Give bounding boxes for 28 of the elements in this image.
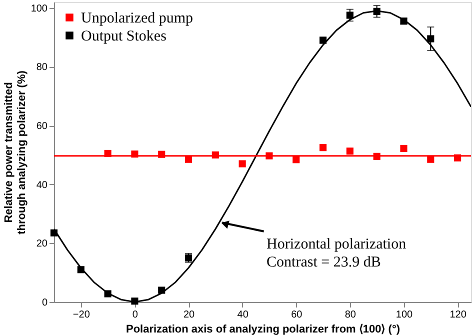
- point: [346, 148, 354, 155]
- annotation: Horizontal polarization Contrast = 23.9 dB: [266, 236, 407, 270]
- y-axis-title: Relative power transmitted through analyzing polarizer (%): [2, 70, 28, 234]
- x-tick-label: −20: [72, 310, 90, 320]
- point: [238, 160, 246, 168]
- point: [427, 156, 434, 163]
- y-tick-label: 40: [36, 180, 48, 191]
- y-tick-label: 20: [36, 238, 48, 250]
- legend-label: Output Stokes: [81, 28, 167, 44]
- point: [346, 12, 354, 19]
- x-tick-label: 40: [237, 310, 249, 320]
- point: [427, 35, 434, 42]
- y-tick-label: 60: [36, 121, 48, 132]
- point: [292, 156, 300, 164]
- x-tick-label: 120: [450, 310, 467, 320]
- x-tick-label: 20: [183, 310, 196, 320]
- x-axis-title: Polarization axis of analyzing polarizer from ⟨100⟩ (°): [126, 324, 400, 336]
- y-tick-label: 80: [36, 62, 48, 74]
- x-tick-label: 60: [291, 310, 303, 320]
- x-tick-label: 100: [396, 310, 414, 320]
- point: [319, 144, 327, 152]
- point: [400, 144, 408, 152]
- y-tick-label: 0: [42, 298, 48, 308]
- y-tick-label: 100: [30, 3, 48, 14]
- x-tick-label: 0: [132, 310, 138, 320]
- point: [184, 156, 192, 163]
- x-tick-label: 80: [344, 310, 356, 320]
- legend-label: Unpolarized pump: [81, 10, 194, 26]
